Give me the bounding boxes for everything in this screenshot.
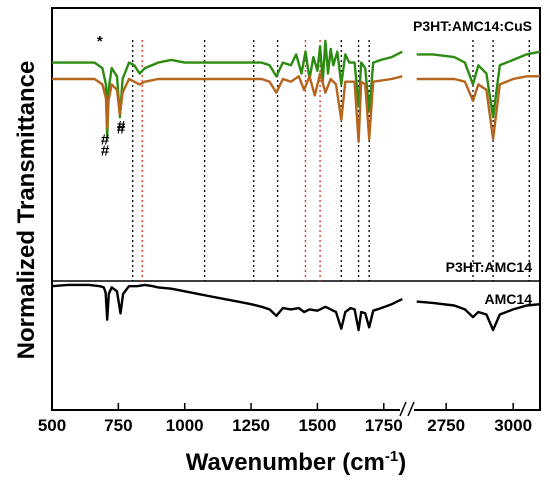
label-amc14: AMC14 (485, 291, 533, 307)
series-p3ht-amc14-segment-0 (52, 72, 403, 143)
x-axis-title: Wavenumber (cm-1) (186, 448, 407, 476)
annotation-2: # (117, 121, 126, 138)
y-axis-title: Normalized Transmittance (13, 61, 40, 360)
plot-frame (51, 7, 541, 411)
x-tick-label-500: 500 (38, 416, 66, 435)
label-p3ht-amc14: P3HT:AMC14 (446, 259, 533, 275)
x-tick-label-1500: 1500 (298, 416, 336, 435)
peak-annotations: *#### (97, 33, 126, 159)
axis-break-marker (399, 401, 415, 418)
series-layer (51, 39, 541, 332)
x-axis-title-main: Wavenumber (cm (186, 449, 385, 476)
x-axis-title-close: ) (398, 449, 406, 476)
series-p3ht-amc14-cus-segment-1 (416, 50, 541, 119)
x-tick-label-1250: 1250 (232, 416, 270, 435)
annotation-1: # (101, 142, 110, 159)
x-axis-title-superscript: -1 (385, 448, 398, 465)
x-tick-label-1750: 1750 (365, 416, 403, 435)
series-amc14-segment-0 (51, 283, 403, 332)
x-tick-label-3000: 3000 (494, 416, 532, 435)
label-p3ht-amc14-cus: P3HT:AMC14:CuS (413, 18, 532, 34)
series-p3ht-amc14-cus-segment-0 (52, 39, 403, 141)
annotation-4: # (117, 118, 126, 135)
series-amc14-segment-1 (416, 300, 541, 332)
annotation-3: # (101, 132, 110, 149)
series-p3ht-amc14-segment-1 (416, 75, 540, 141)
x-axis-ticks: 500 750 1000 1250 1500 1750 2750 3000 (38, 403, 532, 435)
x-tick-label-750: 750 (104, 416, 132, 435)
x-tick-label-2750: 2750 (427, 416, 465, 435)
annotation-0: * (97, 33, 103, 50)
x-tick-label-1000: 1000 (166, 416, 204, 435)
